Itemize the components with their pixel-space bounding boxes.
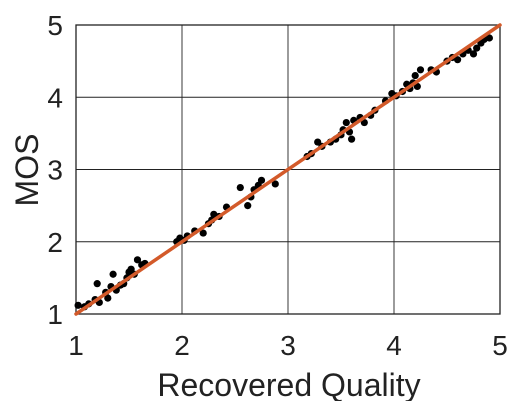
y-tick-label: 3 <box>47 155 63 186</box>
y-tick-label: 1 <box>47 299 63 330</box>
data-point <box>244 202 252 210</box>
data-point <box>74 301 82 309</box>
data-point <box>454 56 462 64</box>
x-tick-label: 2 <box>174 330 190 361</box>
data-point <box>473 44 481 52</box>
y-tick-label: 2 <box>47 227 63 258</box>
plot-area-frame <box>75 24 501 315</box>
data-point <box>469 50 478 58</box>
tick-labels: 1 2 3 4 5 1 2 3 4 5 <box>47 10 507 361</box>
data-point <box>348 135 356 143</box>
data-point <box>199 229 207 237</box>
data-point <box>271 180 279 188</box>
y-tick-label: 5 <box>47 10 63 41</box>
x-tick-label: 3 <box>280 330 296 361</box>
data-point <box>485 34 493 42</box>
data-point <box>133 256 142 264</box>
data-point <box>236 183 244 192</box>
x-axis-label: Recovered Quality <box>157 367 420 401</box>
y-tick-label: 4 <box>47 82 63 113</box>
y-axis-label: MOS <box>9 134 45 207</box>
x-tick-label: 5 <box>492 330 508 361</box>
data-point <box>257 176 266 184</box>
data-point <box>342 118 350 127</box>
data-point <box>411 71 419 80</box>
data-point <box>93 280 101 288</box>
x-tick-label: 1 <box>68 330 84 361</box>
data-point <box>104 294 112 302</box>
data-point <box>416 66 425 74</box>
data-point <box>109 270 117 278</box>
x-tick-label: 4 <box>386 330 402 361</box>
fit-line <box>74 23 502 316</box>
